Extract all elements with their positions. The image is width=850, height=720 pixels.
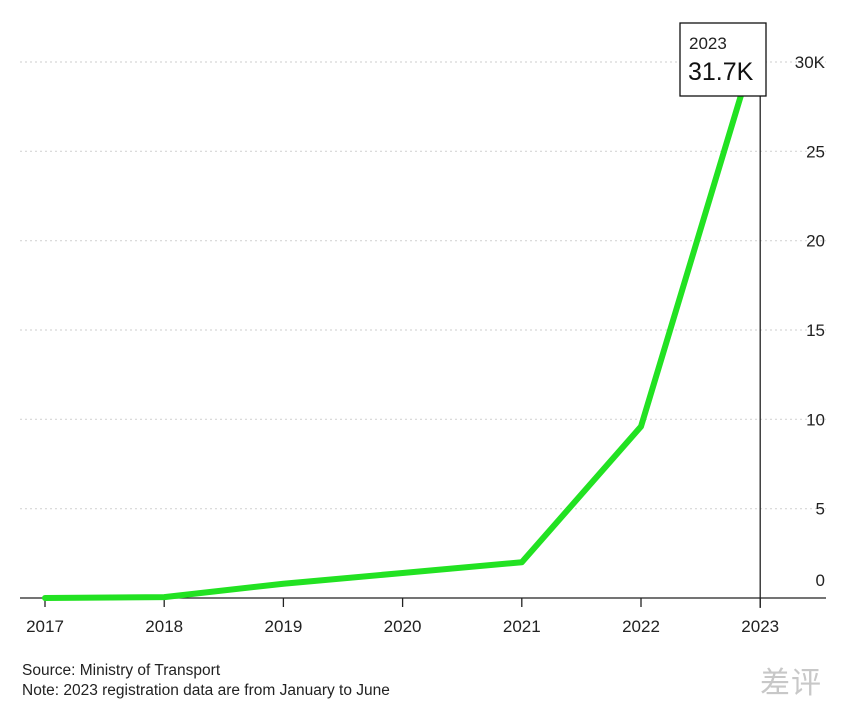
watermark: 差评 [760,666,822,701]
callout-box [679,22,767,97]
data-note: Note: 2023 registration data are from Ja… [22,682,390,699]
source-note: Source: Ministry of Transport [22,662,221,679]
value-callout: 2023 31.7K [679,22,767,97]
x-tick-label-2018: 2018 [145,617,183,636]
x-tick-label-2017: 2017 [26,617,64,636]
y-tick-label-30: 30K [795,53,826,72]
x-tick-labels: 2017 2018 2019 2020 2021 2022 2023 [26,598,779,636]
y-tick-labels: 0 5 10 15 20 25 30K [795,53,826,590]
callout-value: 31.7K [688,58,754,86]
y-tick-label-5: 5 [816,500,825,519]
gridlines [20,61,826,510]
y-tick-label-15: 15 [806,321,825,340]
series [42,96,744,601]
axes [20,96,826,608]
y-tick-label-25: 25 [806,142,825,161]
x-tick-label-2019: 2019 [264,617,302,636]
x-tick-label-2021: 2021 [503,617,541,636]
x-tick-label-2023: 2023 [741,617,779,636]
x-tick-label-2022: 2022 [622,617,660,636]
y-tick-label-20: 20 [806,232,825,251]
callout-year: 2023 [689,34,727,53]
y-tick-label-10: 10 [806,410,825,429]
series-line-0 [42,96,744,601]
y-tick-label-0: 0 [816,571,825,590]
x-tick-label-2020: 2020 [384,617,422,636]
